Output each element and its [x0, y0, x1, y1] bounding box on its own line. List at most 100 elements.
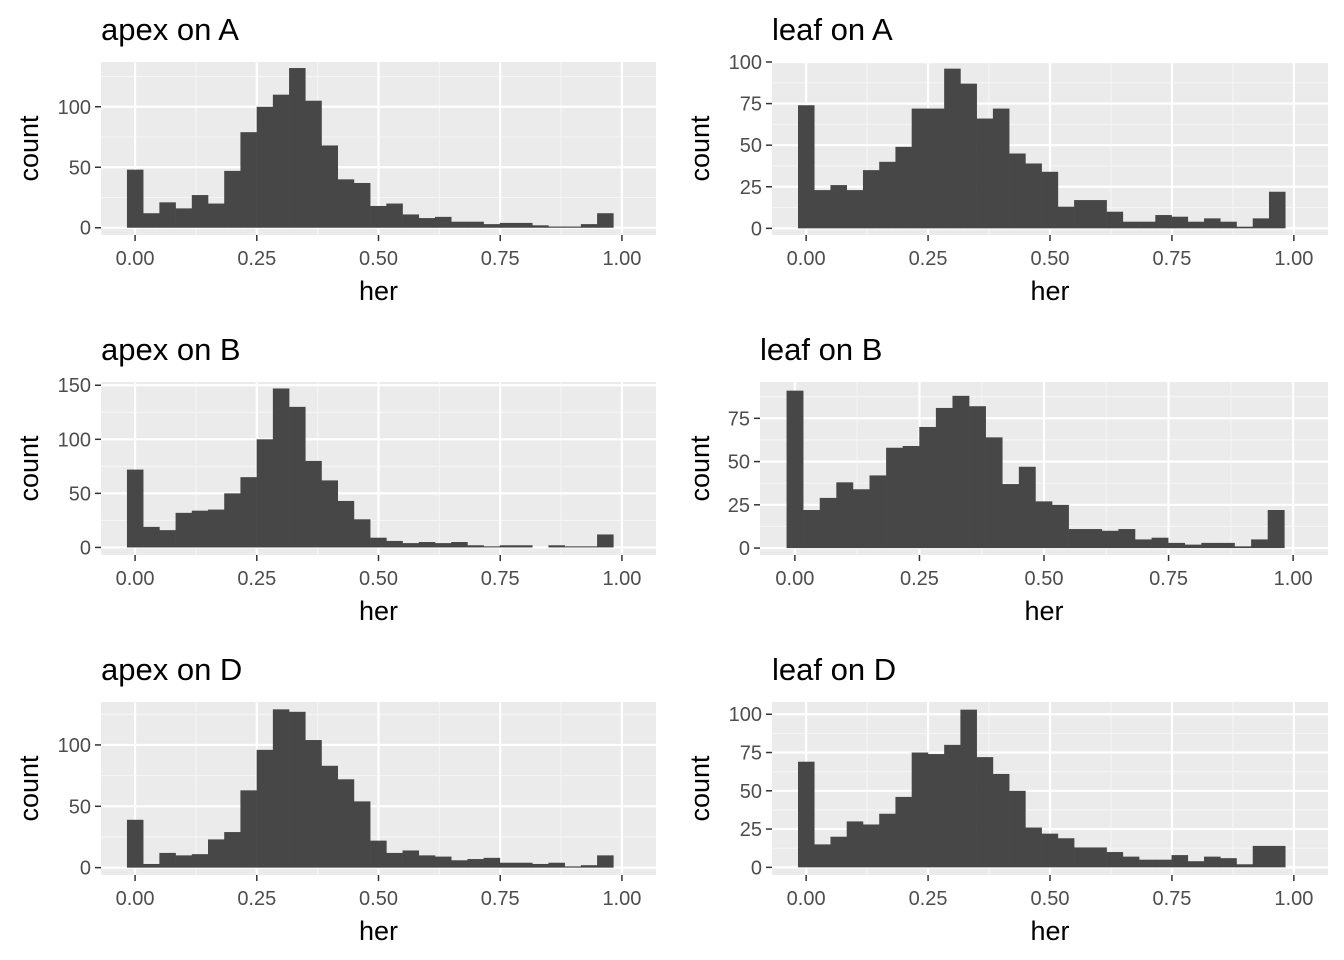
histogram-bar	[969, 406, 986, 549]
histogram-bar	[467, 859, 484, 868]
histogram-bar	[272, 709, 290, 868]
histogram-bar	[386, 852, 403, 868]
histogram-bar	[846, 821, 864, 868]
x-tick-label: 0.00	[116, 888, 155, 910]
histogram-bar	[1155, 215, 1172, 229]
histogram-bar	[597, 534, 614, 548]
histogram-bar	[305, 100, 322, 228]
histogram-bar	[911, 108, 929, 229]
histogram-bar	[159, 530, 176, 548]
histogram-bar	[256, 749, 274, 868]
panel-title: leaf on D	[772, 652, 896, 687]
histogram-bar	[814, 844, 831, 868]
histogram-bar	[830, 185, 848, 229]
panel-title: apex on A	[101, 12, 239, 47]
histogram-bar	[1187, 861, 1205, 868]
x-tick-label: 1.00	[1274, 248, 1313, 270]
histogram-panel: 0.00 0.25 0.50 0.75 1.00 0 50 100 apex on D her co…	[14, 652, 656, 946]
x-tick-label: 0.25	[237, 248, 276, 270]
histogram-bar	[240, 477, 257, 548]
histogram-bar	[564, 226, 582, 228]
x-tick-label: 0.75	[1152, 248, 1191, 270]
histogram-bar	[224, 170, 241, 228]
x-tick-label: 0.50	[359, 568, 398, 590]
histogram-bar	[191, 195, 209, 228]
histogram-bar	[1035, 501, 1053, 549]
histogram-bar	[1236, 864, 1254, 868]
histogram-bar	[126, 169, 144, 228]
histogram-bar	[1201, 542, 1219, 549]
histogram-panel: 0.00 0.25 0.50 0.75 1.00 0 50 100 apex on A her co…	[14, 12, 656, 306]
y-tick-label: 0	[739, 538, 750, 560]
histogram-bar	[353, 801, 371, 868]
histogram-bar	[386, 203, 403, 228]
histogram-bar	[353, 519, 371, 548]
histogram-bar	[1018, 466, 1036, 549]
y-tick-label: 0	[80, 858, 91, 880]
histogram-bar	[402, 214, 420, 228]
histogram-bar	[337, 179, 355, 228]
histogram-bar	[985, 437, 1003, 549]
histogram-bar	[208, 839, 225, 868]
histogram-bar	[1220, 221, 1237, 229]
histogram-bar	[580, 865, 598, 868]
histogram-bar	[1118, 529, 1136, 549]
y-axis-label: count	[685, 435, 715, 502]
x-tick-label: 1.00	[1274, 568, 1313, 590]
histogram-bar	[386, 540, 403, 548]
histogram-bar	[960, 709, 977, 868]
histogram-bar	[852, 489, 870, 549]
histogram-bar	[814, 190, 831, 229]
histogram-bar	[499, 545, 517, 548]
histogram-bar	[976, 757, 994, 868]
histogram-bar	[786, 390, 804, 549]
histogram-bar	[597, 213, 614, 228]
x-tick-label: 0.50	[359, 248, 398, 270]
panel-title: apex on D	[101, 652, 242, 687]
histogram-bar	[159, 852, 176, 868]
x-tick-label: 0.00	[787, 248, 826, 270]
histogram-bar	[191, 510, 209, 548]
histogram-panel: 0.00 0.25 0.50 0.75 1.00 0 50 100 150 apex on B he…	[14, 332, 656, 626]
x-tick-label: 0.75	[1149, 568, 1188, 590]
x-tick-label: 0.00	[116, 248, 155, 270]
histogram-bar	[451, 542, 468, 548]
histogram-bar	[1252, 845, 1270, 868]
x-tick-label: 0.75	[481, 568, 520, 590]
histogram-bar	[402, 850, 420, 868]
histogram-bar	[935, 407, 953, 549]
histogram-bar	[976, 118, 994, 229]
histogram-bar	[191, 854, 209, 868]
x-tick-label: 0.25	[909, 248, 948, 270]
histogram-bar	[1204, 218, 1221, 229]
panel-title: leaf on A	[772, 12, 893, 47]
histogram-bar	[370, 537, 387, 548]
histogram-bar	[1052, 504, 1069, 549]
histogram-bar	[467, 221, 484, 228]
histogram-bar	[1090, 200, 1107, 229]
histogram-bar	[516, 862, 533, 868]
histogram-bar	[836, 482, 854, 549]
histogram-bar	[1204, 856, 1221, 868]
histogram-bar	[1134, 539, 1152, 549]
histogram-bar	[126, 819, 144, 868]
histogram-bar	[1041, 833, 1059, 868]
histogram-bar	[1236, 226, 1254, 229]
histogram-bar	[418, 218, 436, 228]
histogram-bar	[143, 526, 160, 548]
histogram-bar	[580, 224, 598, 228]
histogram-bar	[1252, 218, 1270, 229]
histogram-bar	[1268, 845, 1286, 868]
y-tick-label: 25	[740, 819, 762, 841]
histogram-bar	[143, 213, 160, 228]
x-tick-label: 0.75	[1152, 888, 1191, 910]
x-tick-label: 0.25	[909, 888, 948, 910]
histogram-bar	[305, 460, 322, 548]
y-tick-label: 50	[69, 483, 91, 505]
histogram-bar	[1057, 206, 1075, 229]
histogram-bar	[1267, 510, 1285, 549]
histogram-bar	[1187, 221, 1205, 229]
histogram-bar	[580, 546, 598, 548]
x-axis-label: her	[359, 916, 398, 946]
